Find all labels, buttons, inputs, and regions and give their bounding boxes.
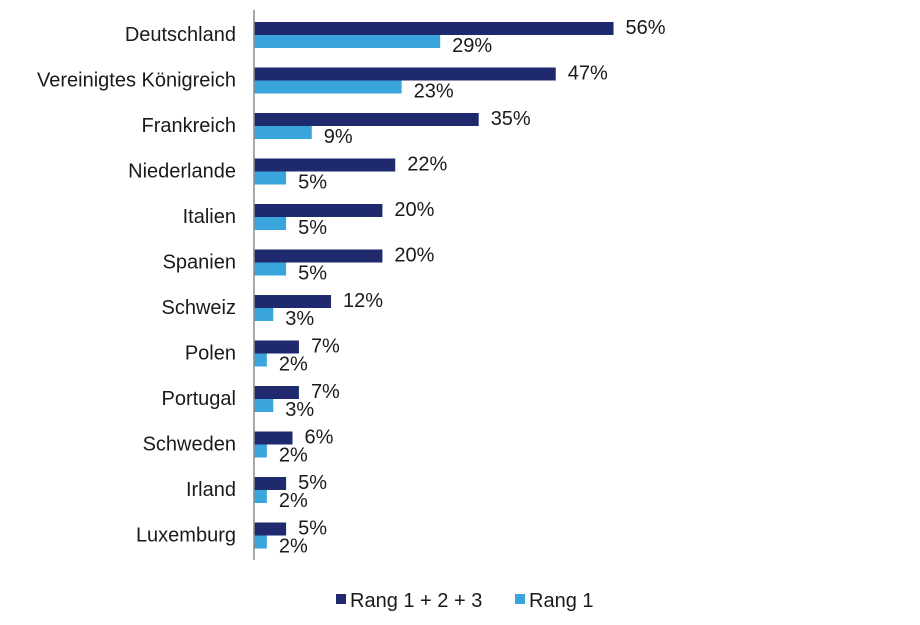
legend-swatch-rang-1-2-3 [336, 594, 346, 604]
value-label-rang-1-2-3-vereinigtes-koenigreich: 47% [568, 63, 608, 85]
category-label-italien: Italien [183, 206, 236, 228]
category-label-luxemburg: Luxemburg [136, 525, 236, 547]
bars-layer [254, 22, 614, 549]
bar-rang-1-deutschland [254, 35, 441, 48]
value-label-rang-1-2-3-polen: 7% [311, 336, 340, 358]
value-label-rang-1-schweiz: 3% [285, 308, 314, 330]
value-label-rang-1-2-3-italien: 20% [394, 199, 434, 221]
bar-rang-1-polen [254, 353, 267, 367]
bar-rang-1-vereinigtes-koenigreich [254, 80, 402, 94]
category-label-polen: Polen [185, 343, 236, 365]
category-label-irland: Irland [186, 479, 236, 501]
bar-rang-1-niederlande [254, 171, 287, 185]
value-label-rang-1-niederlande: 5% [298, 172, 327, 194]
legend: Rang 1 + 2 + 3 Rang 1 [336, 590, 594, 612]
bar-rang-1-spanien [254, 262, 287, 276]
legend-label-rang-1: Rang 1 [529, 590, 594, 612]
bar-rang-1-irland [254, 490, 267, 503]
value-label-rang-1-2-3-niederlande: 22% [407, 154, 447, 176]
bar-rang-1-2-3-italien [254, 204, 383, 217]
value-label-rang-1-2-3-portugal: 7% [311, 381, 340, 403]
value-label-rang-1-irland: 2% [279, 490, 308, 512]
value-label-rang-1-2-3-schweiz: 12% [343, 290, 383, 312]
category-label-spanien: Spanien [163, 252, 236, 274]
value-labels: 56%29%47%23%35%9%22%5%20%5%20%5%12%3%7%2… [279, 17, 666, 558]
value-label-rang-1-2-3-frankreich: 35% [491, 108, 531, 130]
value-label-rang-1-spanien: 5% [298, 263, 327, 285]
value-label-rang-1-vereinigtes-koenigreich: 23% [414, 81, 454, 103]
value-label-rang-1-schweden: 2% [279, 445, 308, 467]
category-label-schweden: Schweden [143, 434, 236, 456]
bar-rang-1-portugal [254, 399, 274, 412]
value-label-rang-1-luxemburg: 2% [279, 536, 308, 558]
legend-label-rang-1-2-3: Rang 1 + 2 + 3 [350, 590, 482, 612]
bar-rang-1-2-3-irland [254, 477, 287, 490]
bar-rang-1-2-3-portugal [254, 386, 299, 399]
value-label-rang-1-2-3-deutschland: 56% [626, 17, 666, 39]
category-labels: Deutschland Vereinigtes Königreich Frankre… [37, 24, 236, 547]
bar-rang-1-luxemburg [254, 535, 267, 549]
bar-rang-1-2-3-schweiz [254, 295, 332, 308]
bar-rang-1-2-3-luxemburg [254, 522, 287, 536]
bar-rang-1-2-3-spanien [254, 249, 383, 263]
bar-rang-1-frankreich [254, 126, 312, 139]
value-label-rang-1-2-3-luxemburg: 5% [298, 518, 327, 540]
value-label-rang-1-2-3-spanien: 20% [394, 245, 434, 267]
value-label-rang-1-2-3-schweden: 6% [305, 427, 334, 449]
value-label-rang-1-italien: 5% [298, 217, 327, 239]
bar-rang-1-2-3-frankreich [254, 113, 479, 126]
category-label-portugal: Portugal [162, 388, 237, 410]
bar-rang-1-2-3-vereinigtes-koenigreich [254, 67, 556, 81]
value-label-rang-1-frankreich: 9% [324, 126, 353, 148]
value-label-rang-1-deutschland: 29% [452, 35, 492, 57]
bar-rang-1-2-3-schweden [254, 431, 293, 445]
bar-rang-1-2-3-niederlande [254, 158, 396, 172]
value-label-rang-1-polen: 2% [279, 354, 308, 376]
bar-rang-1-2-3-deutschland [254, 22, 614, 35]
bar-rang-1-italien [254, 217, 287, 230]
value-label-rang-1-2-3-irland: 5% [298, 472, 327, 494]
category-label-vereinigtes-koenigreich: Vereinigtes Königreich [37, 70, 236, 92]
category-label-schweiz: Schweiz [162, 297, 236, 319]
category-label-frankreich: Frankreich [142, 115, 236, 137]
bar-rang-1-schweiz [254, 308, 274, 321]
value-label-rang-1-portugal: 3% [285, 399, 314, 421]
bar-rang-1-2-3-polen [254, 340, 299, 354]
legend-swatch-rang-1 [515, 594, 525, 604]
category-label-deutschland: Deutschland [125, 24, 236, 46]
bar-rang-1-schweden [254, 444, 267, 458]
category-label-niederlande: Niederlande [128, 161, 236, 183]
